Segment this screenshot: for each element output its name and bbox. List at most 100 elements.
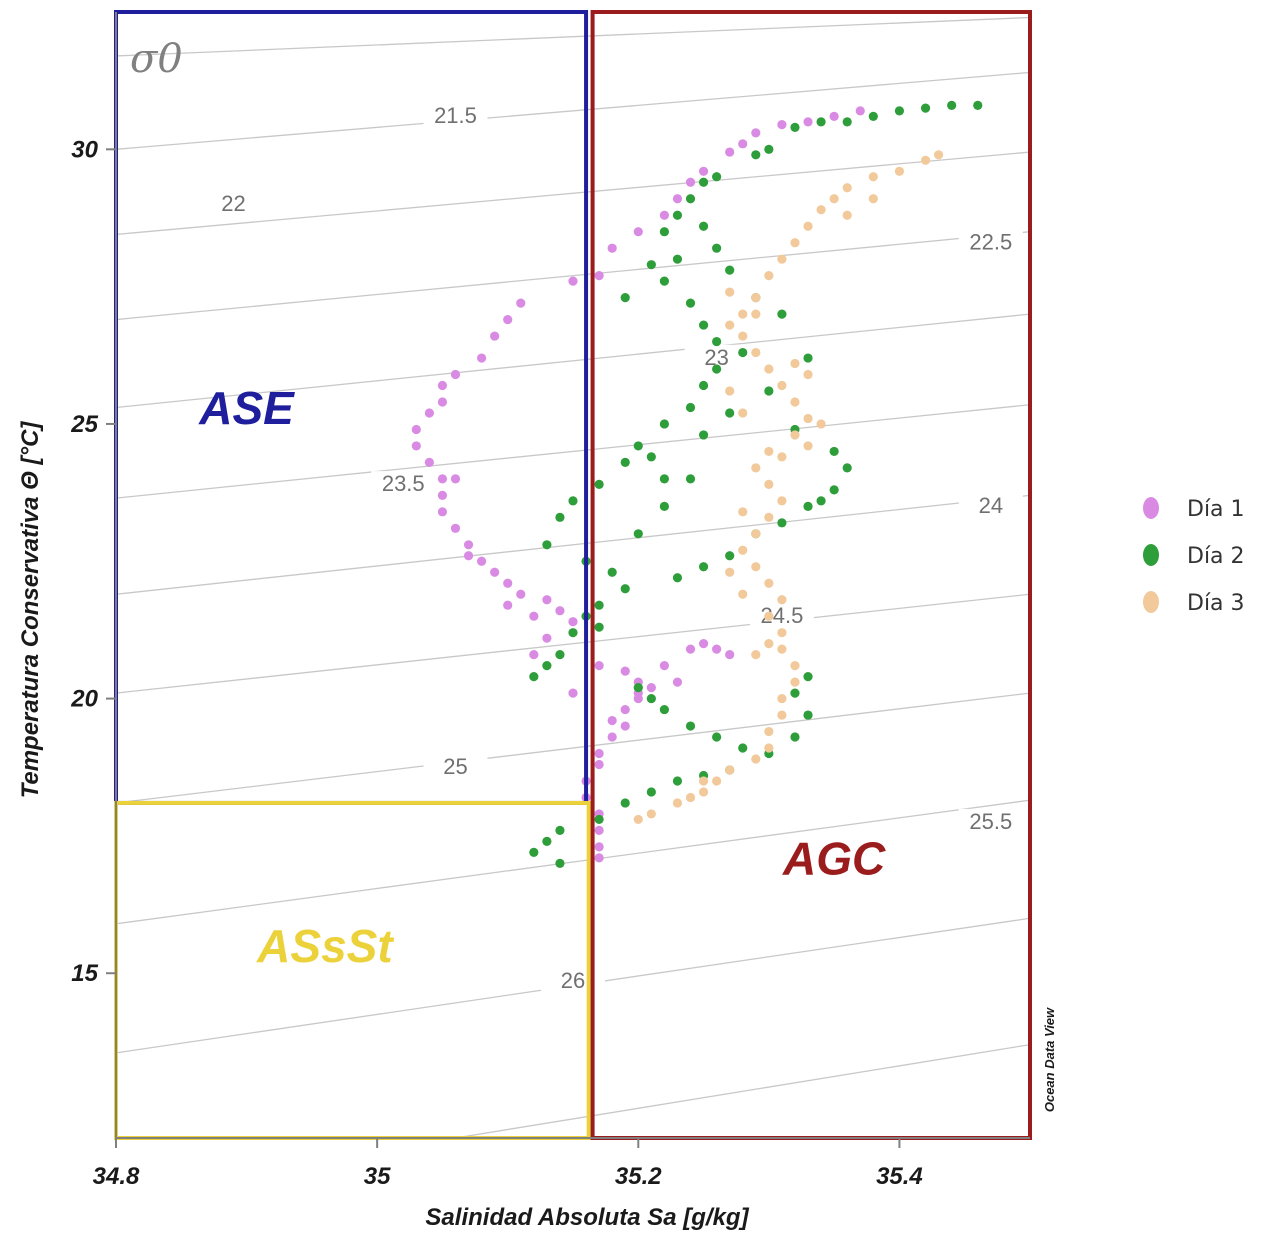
data-point-dia-3 [738,331,748,341]
data-point-dia-2 [764,144,774,154]
data-point-dia-2 [659,227,670,237]
data-point-dia-3 [751,562,761,572]
isopycnal-label: 25.5 [969,809,1012,834]
data-point-dia-1 [594,853,604,863]
data-point-dia-1 [633,693,643,704]
isopycnal-line [115,151,1031,236]
data-point-dia-2 [672,573,683,583]
data-point-dia-1 [424,408,434,418]
data-point-dia-2 [620,798,630,808]
data-point-dia-1 [607,243,617,253]
isopycnal-label-bg [423,753,488,778]
data-point-dia-3 [842,183,852,193]
data-point-dia-2 [803,353,813,363]
isopycnal-label: 24 [979,493,1003,518]
y-tick-label: 25 [70,411,98,438]
data-point-dia-2 [712,336,722,347]
data-point-dia-2 [633,683,643,693]
isopycnal-label: 23.5 [382,471,425,496]
data-point-dia-3 [803,413,813,424]
data-point-dia-3 [725,287,735,297]
data-point-dia-2 [803,501,813,511]
data-point-dia-3 [764,479,774,489]
data-point-dia-3 [894,166,905,176]
data-point-dia-3 [751,347,761,358]
data-point-dia-3 [738,309,748,319]
data-point-dia-3 [751,309,761,319]
data-point-dia-1 [855,106,865,116]
data-point-dia-2 [920,103,931,113]
data-point-dia-2 [529,847,539,857]
data-point-dia-1 [698,639,709,649]
data-point-dia-1 [659,661,670,671]
data-point-dia-2 [672,776,683,786]
data-point-dia-2 [568,628,578,638]
data-point-dia-1 [411,424,421,435]
region-label-ase: ASE [198,382,295,434]
isopycnal-label-bg [423,103,488,128]
data-point-dia-3 [698,776,709,786]
data-point-dia-1 [698,166,709,176]
data-point-dia-2 [646,452,656,462]
data-point-dia-2 [685,402,696,413]
data-point-dia-2 [803,672,813,682]
isopycnal-line [115,231,1031,321]
isopycnal-line [115,799,1031,925]
data-point-dia-2 [777,309,787,319]
data-point-dia-2 [842,117,852,127]
data-point-dia-1 [437,474,448,484]
data-point-dia-3 [764,512,774,522]
data-point-dia-3 [725,386,735,396]
data-point-dia-3 [829,194,839,204]
data-point-dia-2 [685,194,696,204]
data-point-dia-3 [751,293,761,303]
data-point-dia-3 [803,369,813,380]
data-point-dia-3 [777,710,787,720]
data-point-dia-3 [868,194,878,204]
data-point-dia-1 [463,540,474,550]
data-point-dia-2 [712,364,722,374]
data-point-dia-3 [712,776,722,786]
data-point-dia-2 [659,704,670,715]
data-point-dia-1 [516,589,526,599]
data-point-dia-3 [751,529,761,539]
data-point-dia-2 [842,463,852,473]
region-box-agc [590,10,1032,1140]
data-point-dia-2 [529,672,539,682]
legend-label-dia-2: Día 2 [1187,544,1245,569]
data-point-dia-3 [777,254,787,264]
data-point-dia-3 [764,271,774,281]
data-point-dia-3 [777,628,787,638]
data-point-dia-2 [894,106,905,116]
isopycnal-line [115,404,1031,499]
data-point-dia-3 [934,150,944,160]
data-point-dia-3 [738,408,748,418]
isopycnal-lines [115,16,1031,1139]
data-point-dia-2 [685,721,696,731]
data-point-dia-3 [790,430,800,440]
isopycnal-line [115,494,1031,595]
data-point-dia-1 [490,331,500,341]
data-point-dia-2 [725,265,735,275]
data-point-dia-2 [659,501,670,511]
data-point-dia-3 [816,419,826,429]
data-point-dia-2 [725,408,735,418]
data-point-dia-2 [868,111,878,121]
data-point-dia-2 [568,496,578,506]
data-point-dia-2 [555,858,565,868]
y-axis-label: Temperatura Conservativa Θ [°C] [17,421,44,799]
data-point-dia-1 [594,759,604,770]
data-point-dia-3 [764,639,774,649]
data-point-dia-1 [594,842,604,852]
data-point-dia-2 [829,446,839,457]
data-point-dia-3 [672,798,683,808]
data-point-dia-2 [555,650,565,660]
data-point-dia-1 [437,397,448,407]
data-point-dia-3 [751,650,761,660]
data-point-dia-3 [738,589,748,599]
data-point-dia-1 [450,369,461,380]
data-point-dia-2 [594,622,604,632]
isopycnal-line [115,71,1031,150]
isopycnal-label-bg [958,493,1023,518]
data-point-dia-2 [698,562,709,572]
